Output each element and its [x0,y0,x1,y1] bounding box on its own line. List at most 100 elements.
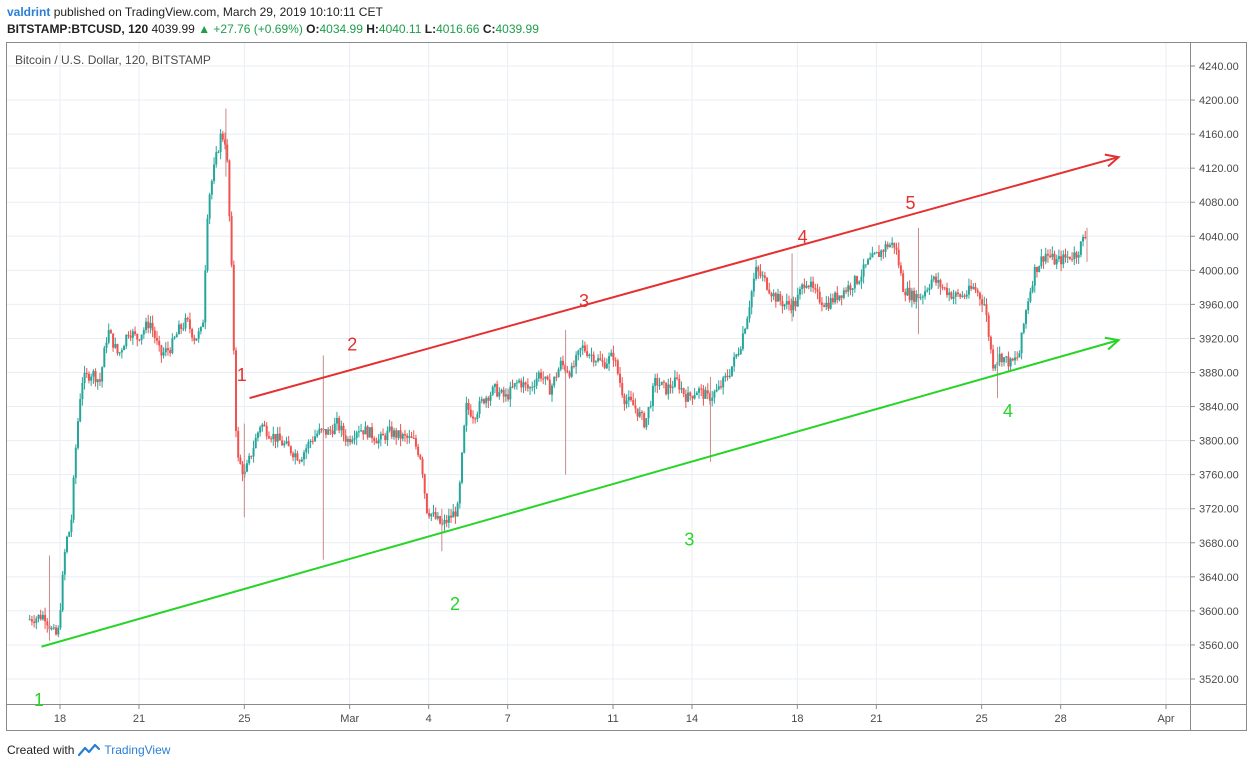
candle-body [882,250,885,252]
candle-body [555,376,558,378]
candle-body [193,337,196,341]
candle-body [335,418,338,424]
candle-body [204,270,207,323]
candle-body [153,330,156,339]
candle-body [689,392,692,396]
candle-body [276,433,279,442]
candle-body [1071,258,1074,260]
tradingview-brand[interactable]: TradingView [104,743,171,757]
candle-body [818,291,821,303]
candle-body [531,387,534,389]
footer: Created with TradingView [7,743,170,757]
candle-body [1027,301,1030,311]
candle-body [226,144,229,161]
grid-lines [7,43,1190,704]
candle-body [443,519,446,525]
tradingview-logo-icon [78,743,101,757]
candle-body [741,333,744,349]
candle-body [770,293,773,297]
candle-body [932,276,935,280]
candle-body [210,181,213,195]
candle-body [935,276,938,283]
x-tick-label: 18 [54,713,66,725]
candle-body [202,322,205,328]
candle-body [704,390,707,399]
support-line [41,339,1119,648]
candle-body [1018,353,1021,358]
candle-body [908,287,911,301]
candle-body [208,194,211,219]
candle-body [904,291,907,296]
author-name[interactable]: valdrint [7,5,51,19]
candle-body [33,621,36,624]
candle-body [511,386,514,388]
candle-body [766,277,769,290]
candle-body [138,339,141,341]
candle-body [318,428,321,434]
candle-body [803,284,806,288]
candle-body [395,430,398,438]
candle-body [349,439,352,443]
candle-body [820,302,823,306]
candle-body [548,379,551,395]
candle-body [623,395,626,405]
candle-body [1064,254,1067,258]
candle-body [535,378,538,386]
x-tick-label: 25 [238,713,250,725]
candle-body [590,354,593,356]
support-touch-label: 2 [450,594,460,614]
candle-body [632,400,635,406]
candle-body [866,259,869,265]
candle-body [116,344,119,354]
candle-body [502,389,505,397]
candle-body [726,375,729,377]
candle-body [711,397,714,401]
candle-body [412,437,415,439]
candle-body [1057,256,1060,260]
candle-body [667,384,670,395]
candle-body [425,493,428,514]
candle-body [662,381,665,383]
candle-body [963,295,966,297]
open-value: 4034.99 [319,22,363,36]
candle-body [1038,266,1041,272]
chart-title: Bitcoin / U.S. Dollar, 120, BITSTAMP [15,53,211,67]
x-tick-label: 4 [426,713,432,725]
candle-body [408,436,411,438]
candle-body [401,434,404,439]
candle-body [871,253,874,258]
candle-body [634,405,637,409]
candle-body [1035,266,1038,272]
candle-body [61,574,64,611]
candle-body [945,287,948,296]
candle-body [1009,358,1012,367]
x-tick-label: Apr [1157,713,1174,725]
candle-body [386,430,389,441]
candle-body [70,519,73,533]
candle-body [166,348,169,351]
y-tick-label: 3720.00 [1199,504,1239,516]
candle-body [267,436,270,439]
candle-body [849,285,852,290]
candle-body [458,482,461,504]
candle-body [107,330,110,343]
candle-body [869,257,872,260]
candle-body [713,391,716,398]
candle-body [136,333,139,340]
candle-body [377,439,380,444]
candle-body [504,394,507,397]
candle-body [750,291,753,308]
candle-body [877,252,880,257]
candle-body [379,433,382,440]
published-text: published on TradingView.com, March 29, … [53,5,383,19]
candle-body [1031,285,1034,292]
candle-body [445,519,448,523]
candle-body [428,513,431,517]
candle-body [127,334,130,336]
candle-body [186,317,189,320]
candle-body [397,430,400,438]
candle-body [649,405,652,408]
candle-body [755,266,758,279]
candle-body [1062,254,1065,265]
